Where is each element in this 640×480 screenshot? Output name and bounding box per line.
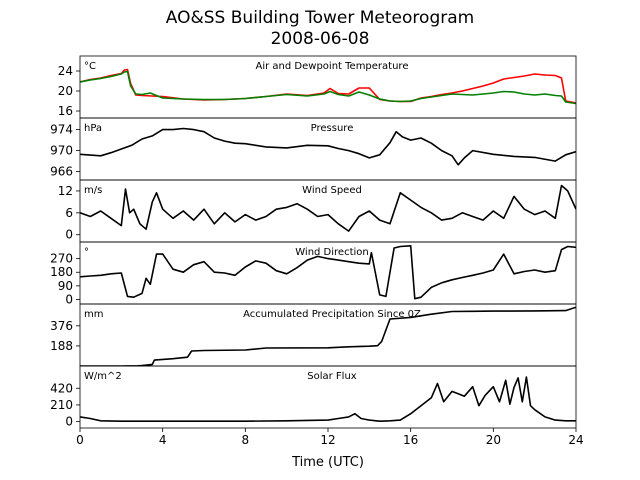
y-tick-label: 188 <box>50 339 73 353</box>
y-tick-label: 180 <box>50 265 73 279</box>
panel-title: Pressure <box>311 123 354 134</box>
series-line <box>80 127 576 166</box>
panel-unit-label: W/m^2 <box>84 371 122 382</box>
panel-title: Wind Direction <box>295 247 369 258</box>
y-tick-label: 376 <box>50 319 73 333</box>
y-tick-label: 420 <box>50 381 73 395</box>
x-axis-label: Time (UTC) <box>291 455 364 470</box>
y-tick-label: 970 <box>50 144 73 158</box>
y-tick-label: 0 <box>65 415 73 429</box>
panel-unit-label: mm <box>84 309 103 320</box>
y-tick-label: 12 <box>58 184 73 198</box>
x-tick-label: 4 <box>159 433 167 447</box>
series-line <box>80 184 576 232</box>
y-tick-label: 270 <box>50 252 73 266</box>
panel-4: 188 376 mm Accumulated Precipitation Since … <box>50 303 577 367</box>
panel-2: 0 6 12 m/s Wind Speed <box>58 179 577 243</box>
series-line <box>80 306 576 366</box>
y-tick-label: 966 <box>50 165 73 179</box>
y-tick-label: 20 <box>58 84 73 98</box>
panel-unit-label: hPa <box>84 123 102 134</box>
x-tick-label: 0 <box>76 433 84 447</box>
y-tick-label: 24 <box>58 64 73 78</box>
panel-unit-label: m/s <box>84 185 102 196</box>
panel-5: 0 210 420 W/m^2 Solar Flux <box>50 365 577 429</box>
x-tick-label: 8 <box>242 433 250 447</box>
y-tick-label: 0 <box>65 292 73 306</box>
chart-subtitle: 2008-06-08 <box>270 29 370 49</box>
series-line <box>80 68 576 104</box>
x-tick-label: 20 <box>486 433 501 447</box>
panel-1: 966 970 974 hPa Pressure <box>50 117 577 181</box>
y-tick-label: 90 <box>58 279 73 293</box>
y-tick-label: 16 <box>58 104 73 118</box>
x-tick-label: 16 <box>403 433 418 447</box>
panel-0: 16 20 24 °C Air and Dewpoint Temperature <box>58 55 577 119</box>
panel-title: Solar Flux <box>307 371 357 382</box>
x-axis: Time (UTC) 0 4 8 12 16 20 24 <box>76 428 584 470</box>
series-line <box>80 245 576 300</box>
x-tick-label: 24 <box>568 433 583 447</box>
y-tick-label: 0 <box>65 228 73 242</box>
y-tick-label: 6 <box>65 206 73 220</box>
x-tick-label: 12 <box>320 433 335 447</box>
chart-title: AO&SS Building Tower Meteorogram <box>165 8 475 28</box>
series-line <box>80 376 576 423</box>
series-line <box>80 70 576 105</box>
panel-title: Wind Speed <box>302 185 362 196</box>
y-tick-label: 974 <box>50 123 73 137</box>
y-tick-label: 210 <box>50 398 73 412</box>
panel-unit-label: °C <box>84 61 96 72</box>
panel-unit-label: ° <box>84 247 89 258</box>
panel-title: Accumulated Precipitation Since 0Z <box>243 309 421 320</box>
panel-title: Air and Dewpoint Temperature <box>256 61 409 72</box>
